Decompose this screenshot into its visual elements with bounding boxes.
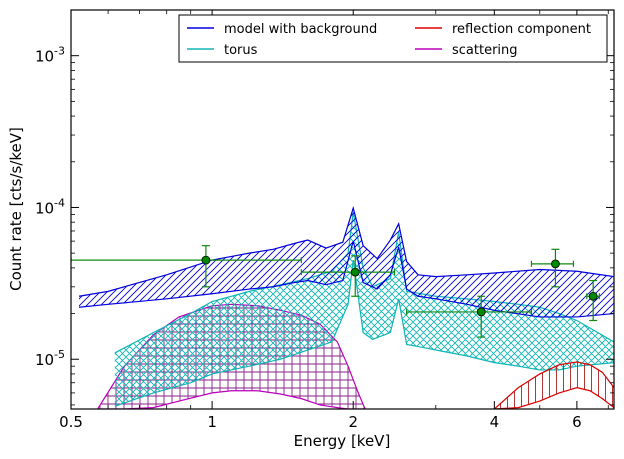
y-axis-label: Count rate [cts/s/keV] [7,127,25,291]
y-tick-label: 10-4 [35,196,65,217]
data-point-1 [71,245,302,288]
legend-label: scattering [452,43,518,58]
legend-label: torus [224,43,258,58]
x-tick-label: 0.5 [59,413,83,431]
y-tick-label: 10-3 [35,45,65,66]
data-point-marker [588,291,598,301]
plot-area [70,9,615,410]
legend-entry-model-with-background: model with background [187,22,377,37]
legend-box [178,14,608,63]
band-lower-model-with-background [78,240,614,318]
model-bands [78,205,614,409]
y-tick-label: 10-5 [35,348,65,369]
band-reflection-component [493,361,614,409]
band-lower-reflection-component [494,387,614,409]
x-axis: 0.5 1 2 4 6 [59,10,609,431]
legend-entry-reflection-component: reflection component [415,22,591,37]
x-tick-label: 1 [207,413,217,431]
data-point-marker [476,307,486,317]
x-tick-label: 2 [348,413,358,431]
band-upper-model-with-background [78,205,614,297]
band-lower-torus [114,260,614,407]
legend-entry-scattering: scattering [415,43,518,58]
data-point-4 [530,248,575,288]
data-point-marker [551,259,560,269]
legend-label: model with background [224,22,377,37]
data-point-marker [350,267,360,277]
legend-label: reflection component [452,22,591,37]
legend: model with background reflection componen… [178,14,608,63]
y-axis: 10-5 10-4 10-3 [35,9,614,406]
band-upper-reflection-component [493,361,614,409]
band-fill-model-with-background [79,208,614,317]
legend-entry-torus: torus [187,43,258,58]
x-axis-label: Energy [keV] [294,432,391,450]
x-tick-label: 6 [572,413,582,431]
plot-frame [70,9,615,410]
data-point-5 [586,279,600,322]
data-point-2 [300,255,396,297]
band-fill-torus [114,212,614,407]
x-tick-label: 4 [490,413,500,431]
data-point-marker [201,255,211,265]
data-point-3 [406,295,533,338]
band-model-with-background [78,205,614,318]
band-fill-reflection-component [494,361,614,409]
data-points [71,245,600,338]
